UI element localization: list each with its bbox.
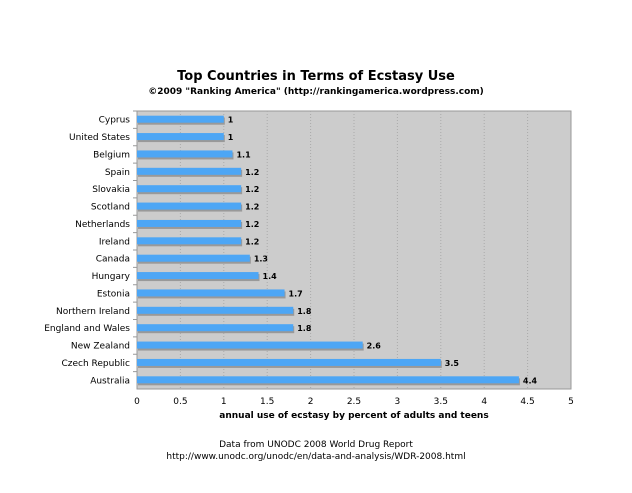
category-label: Northern Ireland: [56, 307, 130, 317]
bar: [137, 376, 519, 384]
category-label: Estonia: [97, 289, 130, 299]
category-label: Netherlands: [75, 220, 130, 230]
bar: [137, 150, 233, 158]
category-label: Slovakia: [92, 185, 130, 195]
bar: [137, 254, 250, 262]
category-label: Cyprus: [99, 116, 131, 126]
x-axis-label: annual use of ecstasy by percent of adul…: [219, 411, 488, 421]
bar: [137, 185, 242, 193]
data-label: 1.2: [245, 185, 259, 194]
bar: [137, 289, 285, 297]
data-label: 1.8: [297, 324, 312, 333]
data-label: 1.3: [254, 255, 268, 264]
x-tick-label: 5: [568, 397, 574, 407]
footnote-url: http://www.unodc.org/unodc/en/data-and-a…: [166, 452, 465, 462]
data-label: 1.7: [289, 289, 303, 298]
chart-title: Top Countries in Terms of Ecstasy Use: [177, 69, 455, 84]
x-tick-label: 0.5: [173, 397, 187, 407]
data-label: 1.1: [236, 150, 251, 159]
bar: [137, 133, 224, 141]
data-label: 1.2: [245, 220, 259, 229]
category-label: New Zealand: [71, 342, 130, 352]
data-label: 1.8: [297, 307, 312, 316]
category-label: Spain: [105, 168, 130, 178]
data-label: 2.6: [367, 342, 382, 351]
x-tick-label: 4.5: [520, 397, 534, 407]
x-tick-label: 1: [221, 397, 227, 407]
category-label: United States: [69, 133, 130, 143]
bar: [137, 341, 363, 349]
bar: [137, 202, 242, 210]
bar: [137, 219, 242, 227]
data-label: 1.2: [245, 203, 259, 212]
bar: [137, 167, 242, 175]
x-tick-label: 3: [395, 397, 401, 407]
bar: [137, 115, 224, 123]
category-label: England and Wales: [44, 324, 130, 334]
bars: 111.11.21.21.21.21.21.31.41.71.81.82.63.…: [137, 115, 538, 386]
data-label: 3.5: [445, 359, 460, 368]
category-label: Scotland: [91, 203, 130, 213]
x-tick-label: 3.5: [434, 397, 448, 407]
x-tick-label: 2: [308, 397, 314, 407]
x-tick-label: 1.5: [260, 397, 274, 407]
category-label: Hungary: [92, 272, 131, 282]
data-label: 1: [228, 116, 234, 125]
data-label: 1.4: [263, 272, 278, 281]
category-labels: Cyprus United States Belgium Spain Slovakia S…: [44, 110, 137, 386]
category-label: Canada: [96, 255, 130, 265]
bar: [137, 237, 242, 245]
data-label: 1.2: [245, 168, 259, 177]
x-tick-label: 2.5: [347, 397, 361, 407]
bar: [137, 324, 294, 332]
category-label: Australia: [90, 376, 130, 386]
x-tick-labels: 0 0.5 1 1.5 2 2.5 3 3.5 4 4.5 5: [134, 397, 574, 407]
category-label: Belgium: [93, 150, 130, 160]
bar: [137, 358, 441, 366]
data-label: 1: [228, 133, 234, 142]
data-label: 4.4: [523, 376, 538, 385]
category-label: Ireland: [99, 237, 130, 247]
category-label: Czech Republic: [61, 359, 130, 369]
x-tick-label: 4: [481, 397, 487, 407]
bar: [137, 306, 294, 314]
x-tick-label: 0: [134, 397, 140, 407]
bar: [137, 272, 259, 280]
data-label: 1.2: [245, 237, 259, 246]
footnote-source: Data from UNODC 2008 World Drug Report: [219, 440, 413, 450]
chart-subtitle: ©2009 "Ranking America" (http://rankinga…: [148, 87, 484, 97]
